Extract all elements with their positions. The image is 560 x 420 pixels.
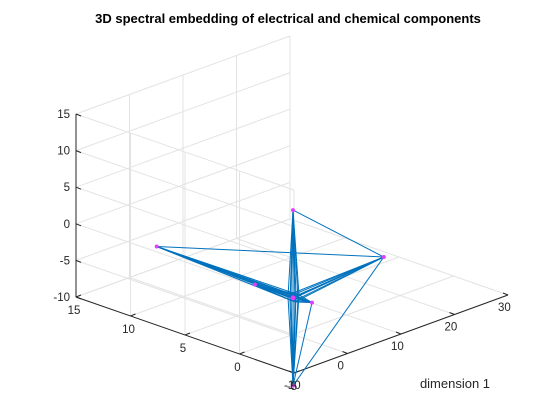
z-tick-label: 10	[57, 146, 70, 158]
z-tick-mark	[75, 150, 82, 154]
graph-edge	[292, 256, 385, 386]
graph-node	[381, 255, 386, 259]
z-tick-label: 5	[64, 182, 70, 194]
z-tick-label: 15	[57, 109, 70, 121]
graph-edge	[292, 302, 313, 386]
x-tick-label: -10	[284, 380, 301, 392]
z-tick-mark	[75, 296, 82, 300]
graph-node	[252, 282, 257, 287]
x-tick-mark	[342, 351, 348, 354]
axes-frame	[75, 113, 509, 374]
y-tick-label: 15	[68, 305, 81, 317]
z-tick-mark	[75, 223, 82, 227]
hub-node	[290, 295, 296, 301]
graph-node	[154, 244, 159, 249]
x-tick-label: 20	[445, 322, 458, 334]
graph-edge	[294, 256, 385, 303]
graph-edge	[254, 284, 296, 303]
graph-nodes	[154, 208, 386, 388]
grid-line	[75, 35, 291, 115]
graph-edge	[156, 246, 296, 303]
x-tick-label: 10	[391, 341, 404, 353]
graph-edge	[294, 301, 313, 304]
grid-line	[75, 186, 295, 264]
grid-line	[75, 150, 295, 228]
graph-node	[310, 300, 314, 305]
graph-edge	[292, 294, 300, 386]
y-tick-mark	[239, 351, 245, 355]
grid-line	[75, 113, 295, 191]
x-tick-label: 0	[338, 361, 344, 373]
x-tick-mark	[449, 312, 455, 315]
z-tick-mark	[75, 113, 82, 117]
x-tick-mark	[395, 331, 402, 335]
graph-edge	[292, 209, 385, 258]
grid-line	[75, 181, 291, 261]
grid-line	[75, 259, 295, 337]
graph-edge	[156, 246, 384, 258]
y-tick-mark	[75, 294, 82, 298]
y-tick-mark	[184, 332, 191, 336]
graph-edges	[156, 209, 385, 386]
y-tick-label: 0	[234, 362, 240, 374]
z-tick-mark	[75, 186, 82, 190]
graph-edge	[156, 246, 313, 304]
y-tick-mark	[130, 313, 136, 317]
graph-edge	[290, 256, 384, 295]
graph-node	[291, 208, 295, 213]
x-tick-mark	[502, 292, 509, 296]
z-tick-label: -5	[60, 255, 70, 267]
grid-line	[239, 275, 454, 355]
grid-line	[75, 108, 291, 188]
y-tick-label: 10	[122, 324, 135, 336]
z-tick-label: 0	[64, 219, 70, 231]
x-tick-label: 30	[498, 302, 511, 314]
z-tick-mark	[75, 259, 82, 263]
grid-line	[75, 145, 291, 225]
grid-line	[75, 72, 291, 152]
y-tick-label: 5	[180, 343, 186, 355]
graph-edge	[287, 296, 294, 386]
chart-title: 3D spectral embedding of electrical and …	[95, 11, 481, 26]
z-tick-label: -10	[53, 292, 70, 304]
graph-edge	[298, 256, 385, 296]
graph-node	[291, 383, 295, 388]
y-tick-label: -5	[287, 381, 297, 393]
x-axis-label: dimension 1	[420, 376, 490, 391]
grid-line	[75, 218, 291, 298]
